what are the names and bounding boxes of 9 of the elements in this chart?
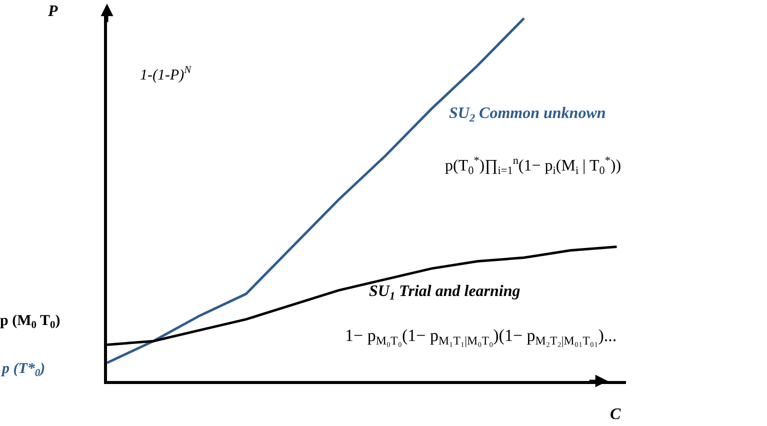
annotation: 1-(1-P)$^{N}$ (140, 65, 192, 84)
text: p (T*$_{0}$) (0, 361, 46, 380)
annotation: 1− p$_{M₀T₀}$(1− p$_{M₁T₁|M₀T₀}$)(1− p$_{M₂T₂|M₀₁T₀₁}$)... (345, 326, 617, 348)
annotation: SU$_{2}$ Common unknown (449, 105, 606, 124)
text: p(T$_{0}$$^{*}$)∏$_{i=1}$$^{n}$(1− p$_{i}$(M$_{i}$ | T$_{0}$$^{*}$)) (445, 155, 622, 178)
text: p (M$_{0}$ T$_{0}$) (0, 313, 60, 332)
y-axis-title: P (47, 3, 58, 20)
annotation: SU$_{1}$ Trial and learning (369, 283, 520, 302)
x-axis-title: C (610, 406, 621, 423)
